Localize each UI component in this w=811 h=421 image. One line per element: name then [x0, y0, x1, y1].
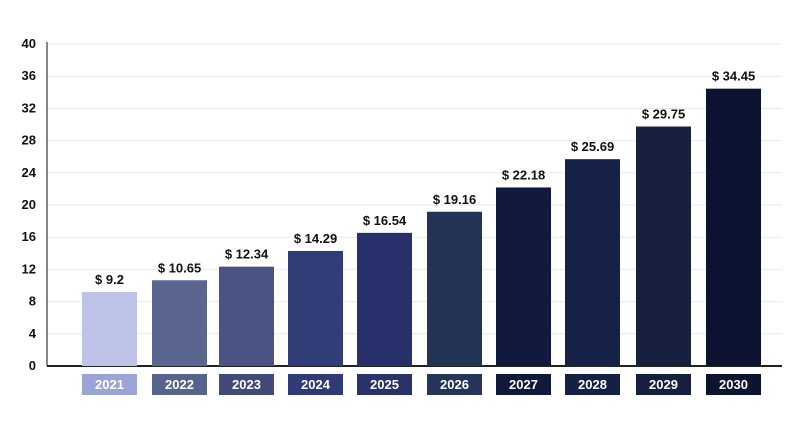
bar-2029	[636, 126, 691, 366]
category-chip-2023	[219, 374, 274, 395]
y-tick-label-0: 0	[29, 358, 36, 373]
value-label-2026: $ 19.16	[433, 192, 476, 207]
y-tick-label-36: 36	[22, 68, 36, 83]
x-tick-label-2029: 2029	[649, 377, 678, 392]
x-tick-label-2026: 2026	[440, 377, 469, 392]
bar-2021	[82, 291, 137, 366]
y-tick-label-28: 28	[22, 133, 36, 148]
bar-2022	[152, 280, 207, 366]
bar-2026	[427, 211, 482, 366]
category-chip-2021	[82, 374, 137, 395]
y-tick-label-8: 8	[29, 294, 36, 309]
category-chip-2026	[427, 374, 482, 395]
x-tick-label-2028: 2028	[578, 377, 607, 392]
y-tick-label-16: 16	[22, 229, 36, 244]
value-label-2029: $ 29.75	[642, 107, 685, 122]
category-chip-2022	[152, 374, 207, 395]
category-chip-2024	[288, 374, 343, 395]
x-tick-label-2022: 2022	[165, 377, 194, 392]
bar-2025	[357, 232, 412, 366]
category-chip-2030	[706, 374, 761, 395]
x-tick-label-2024: 2024	[301, 377, 331, 392]
value-label-2028: $ 25.69	[571, 139, 614, 154]
value-label-2023: $ 12.34	[225, 247, 269, 262]
value-label-2021: $ 9.2	[95, 272, 124, 287]
y-tick-label-20: 20	[22, 197, 36, 212]
value-label-2022: $ 10.65	[158, 260, 201, 275]
value-label-2030: $ 34.45	[712, 69, 755, 84]
category-chip-2029	[636, 374, 691, 395]
category-labels-layer: 2021 2022 2023 2024 2025 2026 2027 2028 2029 2030	[82, 374, 761, 395]
bars-layer	[82, 88, 761, 367]
bar-2024	[288, 250, 343, 366]
x-tick-label-2023: 2023	[232, 377, 261, 392]
x-tick-label-2030: 2030	[719, 377, 748, 392]
bar-2027	[496, 187, 551, 366]
y-tick-label-40: 40	[22, 36, 36, 51]
x-tick-label-2021: 2021	[95, 377, 124, 392]
y-tick-label-4: 4	[29, 326, 37, 341]
value-label-2027: $ 22.18	[502, 167, 545, 182]
category-chip-2028	[565, 374, 620, 395]
y-tick-label-24: 24	[22, 165, 37, 180]
y-tick-label-32: 32	[22, 100, 36, 115]
bar-2030	[706, 88, 761, 367]
value-labels-layer: $ 9.2 $ 10.65 $ 12.34 $ 14.29 $ 16.54 $ 19.16…	[95, 69, 755, 287]
bar-2028	[565, 159, 620, 366]
y-axis-layer: 0 4 8 12 16 20 24 28 32 36 40	[22, 36, 48, 373]
bar-2023	[219, 266, 274, 366]
x-tick-label-2027: 2027	[509, 377, 538, 392]
category-chip-2025	[357, 374, 412, 395]
value-label-2025: $ 16.54	[363, 213, 407, 228]
x-tick-label-2025: 2025	[370, 377, 399, 392]
value-label-2024: $ 14.29	[294, 231, 337, 246]
category-chip-2027	[496, 374, 551, 395]
y-tick-label-12: 12	[22, 261, 36, 276]
